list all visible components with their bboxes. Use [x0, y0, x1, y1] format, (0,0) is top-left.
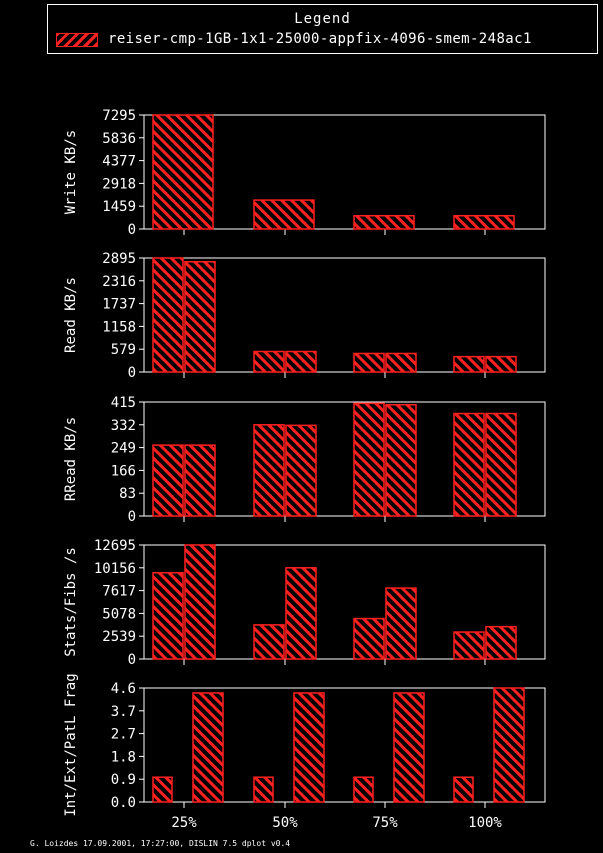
y-axis-label: RRead KB/s: [63, 417, 79, 501]
plot-frame: [143, 687, 546, 803]
bar: [353, 214, 415, 230]
plot-frame: [143, 544, 546, 660]
bar: [253, 350, 285, 373]
bar: [493, 687, 525, 803]
plot-frame: [143, 401, 546, 517]
bar: [353, 402, 385, 517]
panel-1: 0 1459 2918 4377 5836 7295 Write KB/s: [63, 108, 546, 238]
y-tick-label: 5078: [102, 606, 136, 622]
bar: [485, 625, 517, 660]
bar: [453, 412, 485, 517]
y-tick-label: 2895: [102, 251, 136, 267]
bar: [152, 776, 173, 803]
bar: [285, 567, 317, 660]
bar: [253, 424, 285, 517]
bar: [353, 776, 374, 803]
y-tick-label: 166: [111, 463, 136, 479]
y-axis-label: Stats/Fibs /s: [63, 547, 79, 657]
y-axis-label: Read KB/s: [63, 277, 79, 353]
x-tick-label: 75%: [372, 815, 398, 831]
y-tick-label: 0: [128, 652, 136, 668]
footer-credit: G. Loizdes 17.09.2001, 17:27:00, DISLIN …: [30, 839, 291, 848]
y-tick-label: 4.6: [111, 681, 136, 697]
y-tick-label: 2918: [102, 176, 136, 192]
y-tick-label: 4377: [102, 154, 136, 170]
y-tick-label: 2.7: [111, 727, 136, 743]
y-tick-label: 0: [128, 509, 136, 525]
y-tick-label: 249: [111, 441, 136, 457]
y-tick-label: 0.0: [111, 795, 136, 811]
y-axis-label: Write KB/s: [63, 130, 79, 214]
y-tick-label: 2539: [102, 629, 136, 645]
x-tick-label: 100%: [468, 815, 502, 831]
bar: [453, 355, 485, 373]
bar: [253, 776, 274, 803]
bar: [253, 199, 315, 230]
y-tick-label: 415: [111, 395, 136, 411]
bar: [385, 587, 417, 660]
bar: [453, 776, 474, 803]
y-tick-label: 10156: [94, 561, 136, 577]
y-tick-label: 2316: [102, 274, 136, 290]
bar: [453, 214, 515, 230]
bar: [184, 544, 216, 660]
y-tick-label: 0.9: [111, 772, 136, 788]
bar: [184, 260, 216, 373]
bar: [152, 114, 214, 230]
y-tick-label: 5836: [102, 131, 136, 147]
bar: [453, 631, 485, 660]
bar: [192, 692, 224, 803]
bar: [253, 624, 285, 660]
legend-swatch-icon: [56, 33, 98, 47]
bar: [393, 692, 425, 803]
y-tick-label: 3.7: [111, 704, 136, 720]
plot-frame: [143, 114, 546, 230]
y-tick-label: 0: [128, 222, 136, 238]
bar: [485, 355, 517, 373]
bar: [152, 572, 184, 660]
legend-title: Legend: [294, 11, 351, 27]
x-tick-label: 25%: [171, 815, 197, 831]
y-axis-label: Int/Ext/PatL Frag: [63, 673, 79, 816]
panel-2: 0 579 1158 1737 2316 2895 Read KB/s: [63, 251, 546, 381]
bar: [385, 352, 417, 373]
panel-3: 0 83 166 249 332 415 RRead KB/s: [63, 395, 546, 525]
bar: [184, 444, 216, 517]
bar: [285, 424, 317, 517]
plot-frame: [143, 257, 546, 373]
y-tick-label: 83: [119, 486, 136, 502]
y-tick-label: 12695: [94, 538, 136, 554]
bar: [285, 350, 317, 373]
legend-label: reiser-cmp-1GB-1x1-25000-appfix-4096-sme…: [108, 31, 532, 47]
bar: [385, 403, 417, 517]
y-tick-label: 0: [128, 365, 136, 381]
panel-4: 0 2539 5078 7617 10156 12695 Stats/Fibs /s: [63, 538, 546, 668]
y-tick-label: 1.8: [111, 749, 136, 765]
y-tick-label: 1158: [102, 319, 136, 335]
y-tick-label: 7617: [102, 584, 136, 600]
bar: [485, 412, 517, 517]
y-tick-label: 332: [111, 418, 136, 434]
y-tick-label: 1459: [102, 199, 136, 215]
legend: Legend reiser-cmp-1GB-1x1-25000-appfix-4…: [47, 4, 598, 54]
bar: [353, 352, 385, 373]
panel-5: 0.0 0.9 1.8 2.7 3.7 4.6 Int/Ext/PatL Frag: [63, 673, 546, 817]
bar: [293, 692, 325, 803]
bar: [353, 617, 385, 660]
bar: [152, 444, 184, 517]
y-tick-label: 7295: [102, 108, 136, 124]
y-tick-label: 579: [111, 342, 136, 358]
y-tick-label: 1737: [102, 297, 136, 313]
x-tick-label: 50%: [272, 815, 298, 831]
bar: [152, 257, 184, 373]
